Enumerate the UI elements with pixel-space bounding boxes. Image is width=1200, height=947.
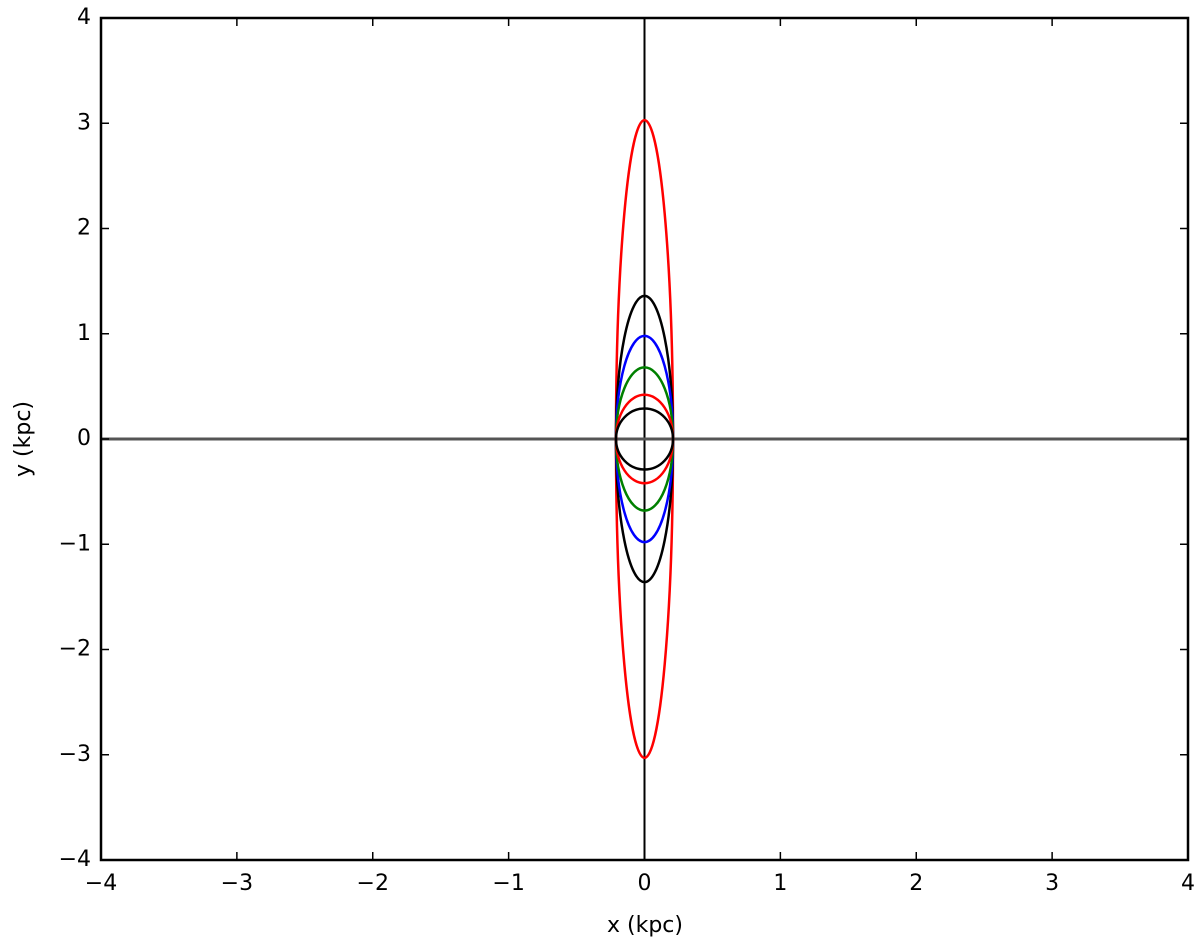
ellipse [614, 407, 675, 471]
y-tick-label: 3 [77, 110, 91, 135]
x-axis-label: x (kpc) [607, 913, 683, 938]
y-tick-label: 0 [77, 426, 91, 451]
y-axis-label: y (kpc) [11, 401, 36, 477]
y-tick-label: 2 [77, 216, 91, 241]
x-tick-label: −3 [221, 871, 253, 896]
x-tick-label: 4 [1181, 871, 1195, 896]
y-tick-label: −1 [59, 531, 91, 556]
x-tick-label: 3 [1045, 871, 1059, 896]
x-tick-label: 2 [909, 871, 923, 896]
y-tick-label: 1 [77, 321, 91, 346]
x-tick-label: −1 [492, 871, 524, 896]
x-tick-label: 1 [773, 871, 787, 896]
x-tick-label: 0 [638, 871, 652, 896]
y-tick-label: −2 [59, 637, 91, 662]
plot-frame [99, 16, 1190, 862]
y-tick-label: −4 [59, 847, 91, 872]
y-tick-label: 4 [77, 5, 91, 30]
x-tick-label: −4 [85, 871, 117, 896]
x-tick-label: −2 [357, 871, 389, 896]
y-tick-label: −3 [59, 742, 91, 767]
